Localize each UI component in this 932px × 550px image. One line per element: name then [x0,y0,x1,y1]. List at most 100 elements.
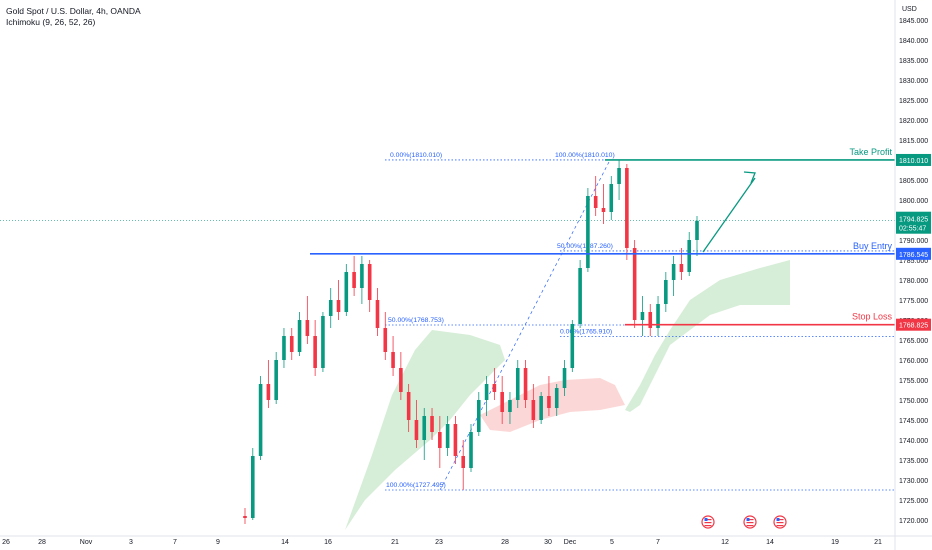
candle-body [352,272,356,288]
candle [508,392,512,424]
current-price-value: 1794.825 [899,217,928,224]
candle-body [453,424,458,456]
cloud-bearish [480,378,625,432]
x-tick-label: Nov [80,539,93,546]
candle [492,368,497,400]
y-tick-label: 1845.000 [899,18,928,25]
candle-body [508,400,512,412]
level-price-tag [896,247,931,260]
y-tick-label: 1820.000 [899,118,928,125]
currency-label: USD [902,6,917,13]
candle [406,384,411,432]
us-flag-event-icon[interactable] [701,515,715,529]
candle [243,508,247,524]
candle-body [593,196,598,208]
y-tick-label: 1805.000 [899,178,928,185]
candle-body [601,208,606,212]
candle [461,440,466,490]
candle-body [336,300,341,312]
candle [422,408,427,460]
candle-body [305,320,310,336]
candle [695,216,699,256]
candle [289,328,294,360]
candle-body [625,168,629,248]
candle [586,188,590,272]
candle-body [328,300,333,316]
candle-body [531,400,536,420]
us-flag-event-icon[interactable] [743,515,757,529]
candle [570,320,575,372]
level-price-label: 1786.545 [899,252,928,259]
candle [367,260,372,312]
x-tick-label: 21 [391,539,399,546]
candle [321,312,325,372]
candle-body [360,264,364,288]
candle-body [695,220,699,240]
candle-body [297,320,302,352]
x-tick-label: 12 [721,539,729,546]
flag-canton [704,518,708,521]
candle [632,240,637,328]
candle [297,312,302,356]
candle-body [266,384,271,400]
flag-stripe [746,525,754,527]
y-tick-label: 1735.000 [899,458,928,465]
candle [383,312,388,360]
fib-label: 0.00%(1765.910) [560,328,612,335]
candle [648,304,653,336]
candle [679,248,684,280]
y-tick-label: 1745.000 [899,418,928,425]
us-flag-event-icon[interactable] [773,515,787,529]
x-tick-label: 30 [544,539,552,546]
candle [531,384,536,428]
candle [375,288,380,336]
y-tick-label: 1730.000 [899,478,928,485]
candle-body [570,324,575,368]
candle [336,280,341,320]
candle [274,352,278,404]
candle [258,376,263,460]
current-price-tag [896,211,931,234]
y-tick-label: 1815.000 [899,138,928,145]
candle [617,160,621,200]
candle [282,328,286,368]
candle-body [492,384,497,392]
candle-body [554,388,559,408]
y-tick-label: 1830.000 [899,78,928,85]
x-tick-label: 21 [874,539,882,546]
candle [664,272,668,312]
level-name: Take Profit [849,147,892,157]
fib-label: 50.00%(1787.260) [557,243,613,250]
candle [328,288,333,328]
candle [469,424,473,472]
x-tick-label: 19 [831,539,839,546]
indicator-title: Ichimoku (9, 26, 52, 26) [6,17,96,27]
y-tick-label: 1775.000 [899,298,928,305]
candle-body [430,416,434,432]
flag-stripe [704,519,712,521]
candle-body [406,392,411,420]
level-price-tag [896,153,931,166]
x-tick-label: 28 [38,539,46,546]
candle-body [687,240,692,272]
candle-body [375,300,380,328]
candle-body [523,368,528,400]
candle [578,260,582,328]
level-name: Buy Entry [853,241,893,251]
y-tick-label: 1760.000 [899,358,928,365]
flag-stripe [776,522,784,524]
candle-body [664,280,668,304]
candle-body [399,368,403,392]
candle-body [586,196,590,268]
candle-body [243,516,247,518]
candle [414,400,419,448]
x-tick-label: 7 [656,539,660,546]
candle-body [656,304,660,328]
level-name: Stop Loss [852,312,893,322]
candle [360,256,364,304]
candle-body [344,272,349,312]
candle-body [500,392,504,412]
candle-body [391,352,395,368]
candle [352,256,356,296]
